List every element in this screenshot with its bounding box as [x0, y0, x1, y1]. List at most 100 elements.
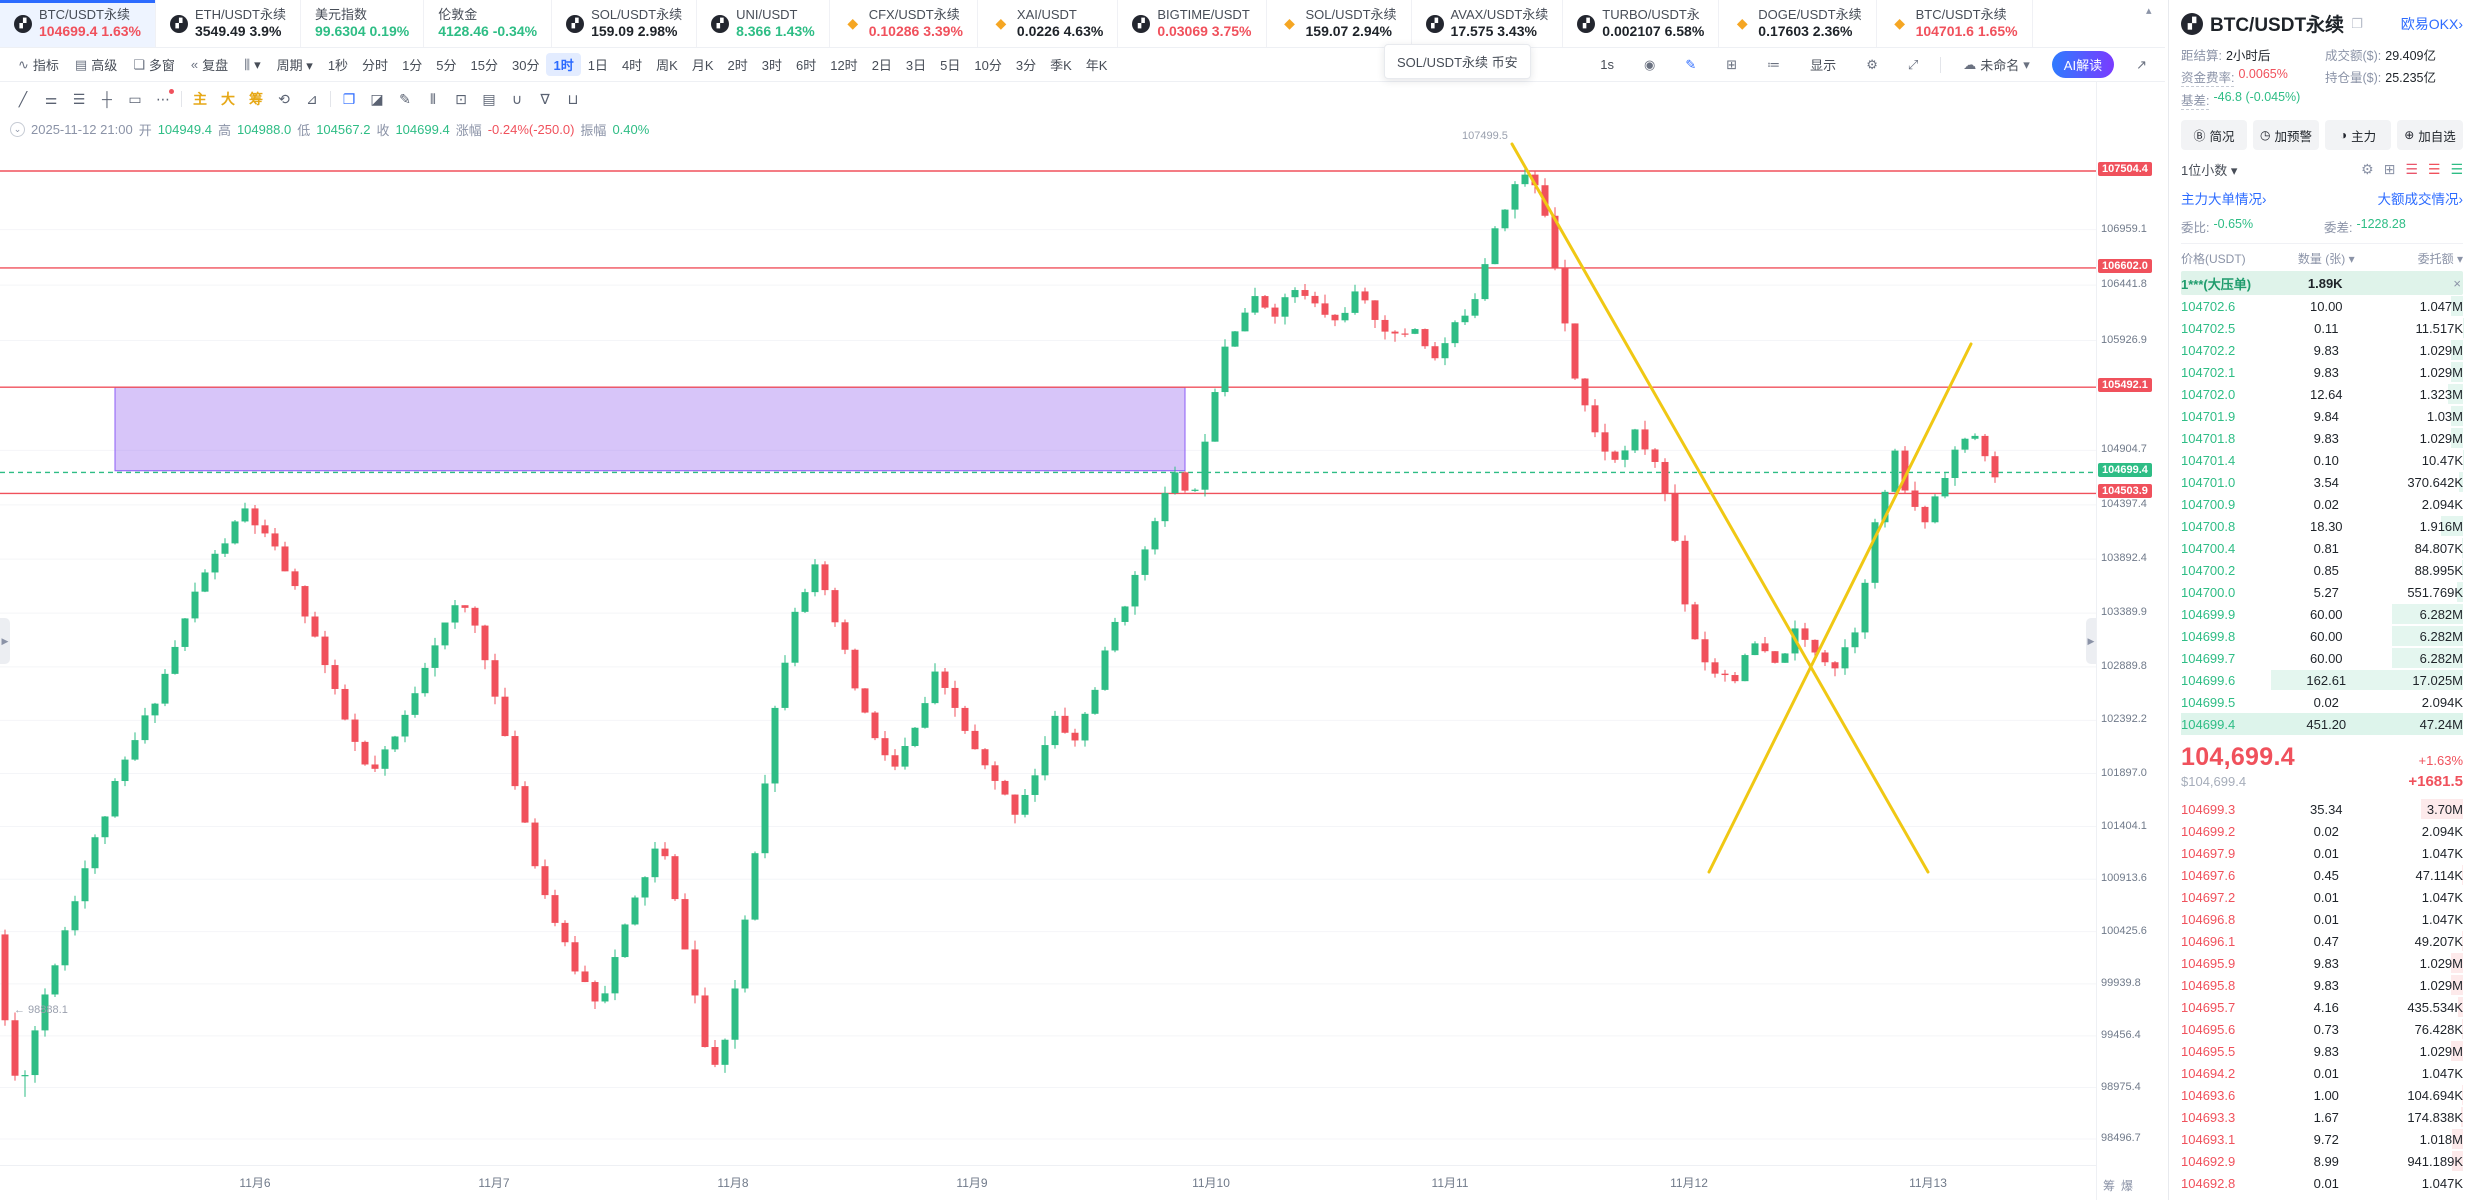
timeframe-分时[interactable]: 分时 — [362, 58, 389, 73]
trend-line-icon[interactable]: ╱ — [18, 90, 28, 107]
filter-icon[interactable]: ∇ — [540, 90, 550, 107]
gear-icon[interactable]: ⚙ — [1866, 56, 1878, 72]
ticker-tab-2[interactable]: 美元指数 99.6304 0.19% — [301, 0, 425, 47]
refresh-icon[interactable]: ⟲ — [278, 90, 290, 107]
bid-row[interactable]: 104697.2 0.01 1.047K — [2181, 886, 2463, 908]
main-force-button[interactable]: ◑ 主力 — [2325, 120, 2391, 150]
decimal-selector[interactable]: 1位小数 ▾ — [2181, 163, 2238, 178]
timeframe-2时[interactable]: 2时 — [727, 58, 748, 73]
timeframe-1秒[interactable]: 1秒 — [327, 58, 349, 73]
notes-icon[interactable]: ▤ — [482, 90, 496, 107]
main-force-orders-link[interactable]: 主力大单情况› — [2181, 192, 2267, 207]
brush-icon[interactable]: ✎ — [399, 90, 411, 107]
add-window-icon[interactable]: ⊞ — [1726, 56, 1738, 72]
timeframe-3日[interactable]: 3日 — [905, 58, 927, 73]
bid-row[interactable]: 104695.6 0.73 76.428K — [2181, 1018, 2463, 1040]
ask-row[interactable]: 104702.1 9.83 1.029M — [2181, 361, 2463, 383]
cross-line-icon[interactable]: ┼ — [102, 91, 112, 107]
toolbar-indicators[interactable]: ∿ 指标 — [18, 56, 59, 74]
price-axis[interactable]: 筹爆 106959.1 106441.8 105926.9 104904.7 10439… — [2096, 82, 2165, 1200]
bid-row[interactable]: 104693.3 1.67 174.838K — [2181, 1106, 2463, 1128]
large-trades-link[interactable]: 大额成交情况› — [2377, 192, 2464, 207]
list-settings-icon[interactable]: ≔ — [1767, 56, 1781, 72]
ask-row[interactable]: 104699.4 451.20 47.24M — [2181, 713, 2463, 735]
rectangle-icon[interactable]: ▭ — [128, 90, 142, 107]
axis-tool-筹[interactable]: 筹 — [2103, 1179, 2116, 1193]
ask-row[interactable]: 104700.9 0.02 2.094K — [2181, 493, 2463, 515]
amount-column-header[interactable]: 委托额 ▾ — [2417, 252, 2463, 266]
timeframe-6时[interactable]: 6时 — [795, 58, 817, 73]
trash-icon[interactable]: ⊔ — [567, 90, 579, 107]
ticker-tab-3[interactable]: 伦敦金 4128.46 -0.34% — [424, 0, 553, 47]
bid-row[interactable]: 104693.6 1.00 104.694K — [2181, 1084, 2463, 1106]
book-sell-icon[interactable]: ☰ — [2427, 161, 2441, 177]
time-axis[interactable]: 11月6 11月7 11月8 11月9 11月10 11月11 11月12 11月13 — [0, 1165, 2096, 1200]
draw-mode-icon[interactable]: ✎ — [1685, 56, 1697, 72]
trend-line[interactable] — [1707, 342, 1973, 874]
timeframe-1分[interactable]: 1分 — [402, 58, 423, 73]
bid-row[interactable]: 104695.7 4.16 435.534K — [2181, 996, 2463, 1018]
chart-area[interactable]: ╱ ⚌ ☰ ┼ ▭ ⋯ 主大筹 ⟲ ⊿ ❐ ◪ ✎ ⫴ ⊡ ▤ ∪ ∇ ⊔ ⌄ 2025-11-12 21:00 … — [0, 44, 2165, 1200]
bid-row[interactable]: 104694.2 0.01 1.047K — [2181, 1062, 2463, 1084]
candlestick-chart[interactable] — [0, 82, 2165, 1200]
snapshot-interval[interactable]: 1s — [1600, 57, 1615, 72]
timeframe-15分[interactable]: 15分 — [470, 58, 498, 73]
ask-row[interactable]: 104701.4 0.10 10.47K — [2181, 449, 2463, 471]
toolbar-advanced[interactable]: ▤ 高级 — [74, 56, 118, 74]
timeframe-1日[interactable]: 1日 — [587, 58, 608, 73]
bid-row[interactable]: 104692.8 0.01 1.047K — [2181, 1172, 2463, 1194]
timeframe-12时[interactable]: 12时 — [830, 58, 858, 73]
quantity-column-header[interactable]: 数量 (张) ▾ — [2297, 252, 2355, 266]
close-icon[interactable]: × — [2453, 275, 2461, 291]
bid-row[interactable]: 104696.1 0.47 49.207K — [2181, 930, 2463, 952]
lock-icon[interactable]: ⊡ — [455, 90, 467, 107]
timeframe-3时[interactable]: 3时 — [761, 58, 782, 73]
trend-line[interactable] — [1510, 142, 1930, 874]
ask-row[interactable]: 104702.6 10.00 1.047M — [2181, 295, 2463, 317]
more-tools-icon[interactable]: ⋯ — [150, 87, 176, 111]
parallel-lines-icon[interactable]: ⚌ — [44, 90, 58, 107]
toolbar-chart-type[interactable]: ⫼ ▾ — [244, 56, 261, 72]
ask-row[interactable]: 104702.5 0.11 11.517K — [2181, 317, 2463, 339]
main-force-tool[interactable]: 主 — [193, 91, 207, 107]
toolbar-period[interactable]: 周期 ▾ — [276, 58, 313, 73]
candles-icon[interactable]: ⫴ — [430, 90, 436, 107]
timeframe-月K[interactable]: 月K — [691, 58, 714, 73]
ask-row[interactable]: 104701.0 3.54 370.642K — [2181, 471, 2463, 493]
ask-row[interactable]: 104699.9 60.00 6.282M — [2181, 603, 2463, 625]
timeframe-2日[interactable]: 2日 — [871, 58, 892, 73]
timeframe-年K[interactable]: 年K — [1085, 58, 1108, 73]
ask-row[interactable]: 104700.4 0.81 84.807K — [2181, 537, 2463, 559]
timeframe-30分[interactable]: 30分 — [512, 58, 540, 73]
copy-icon[interactable]: ❐ — [2351, 15, 2363, 31]
right-panel-toggle[interactable]: ▶ — [2086, 618, 2096, 664]
timeframe-1时[interactable]: 1时 — [546, 53, 581, 76]
bid-row[interactable]: 104692.9 8.99 941.189K — [2181, 1150, 2463, 1172]
add-window-icon[interactable]: ⊞ — [2383, 161, 2396, 177]
ask-row[interactable]: 104701.8 9.83 1.029M — [2181, 427, 2463, 449]
ask-row[interactable]: 104700.2 0.85 88.995K — [2181, 559, 2463, 581]
bid-row[interactable]: 104697.9 0.01 1.047K — [2181, 842, 2463, 864]
left-panel-toggle[interactable]: ▶ — [0, 618, 10, 664]
supply-zone-rectangle[interactable] — [114, 386, 1186, 472]
large-order-tool[interactable]: 大 — [221, 91, 235, 107]
fullscreen-icon[interactable]: ⤢ — [1907, 56, 1919, 72]
large-order-banner[interactable]: 1***(大压单) 1.89K × — [2181, 271, 2463, 295]
ask-row[interactable]: 104701.9 9.84 1.03M — [2181, 405, 2463, 427]
add-alert-button[interactable]: ◷ 加预警 — [2253, 120, 2319, 150]
book-buy-icon[interactable]: ☰ — [2450, 161, 2463, 177]
ask-row[interactable]: 104702.0 12.64 1.323M — [2181, 383, 2463, 405]
ask-row[interactable]: 104699.5 0.02 2.094K — [2181, 691, 2463, 713]
share-icon[interactable]: ↗ — [2136, 56, 2147, 72]
bookmark-icon[interactable]: ❐ — [342, 90, 356, 107]
toolbar-multi-window[interactable]: ❏ 多窗 — [133, 56, 175, 74]
timeframe-4时[interactable]: 4时 — [621, 58, 643, 73]
eraser-icon[interactable]: ◪ — [370, 90, 384, 107]
bid-row[interactable]: 104695.8 9.83 1.029M — [2181, 974, 2463, 996]
